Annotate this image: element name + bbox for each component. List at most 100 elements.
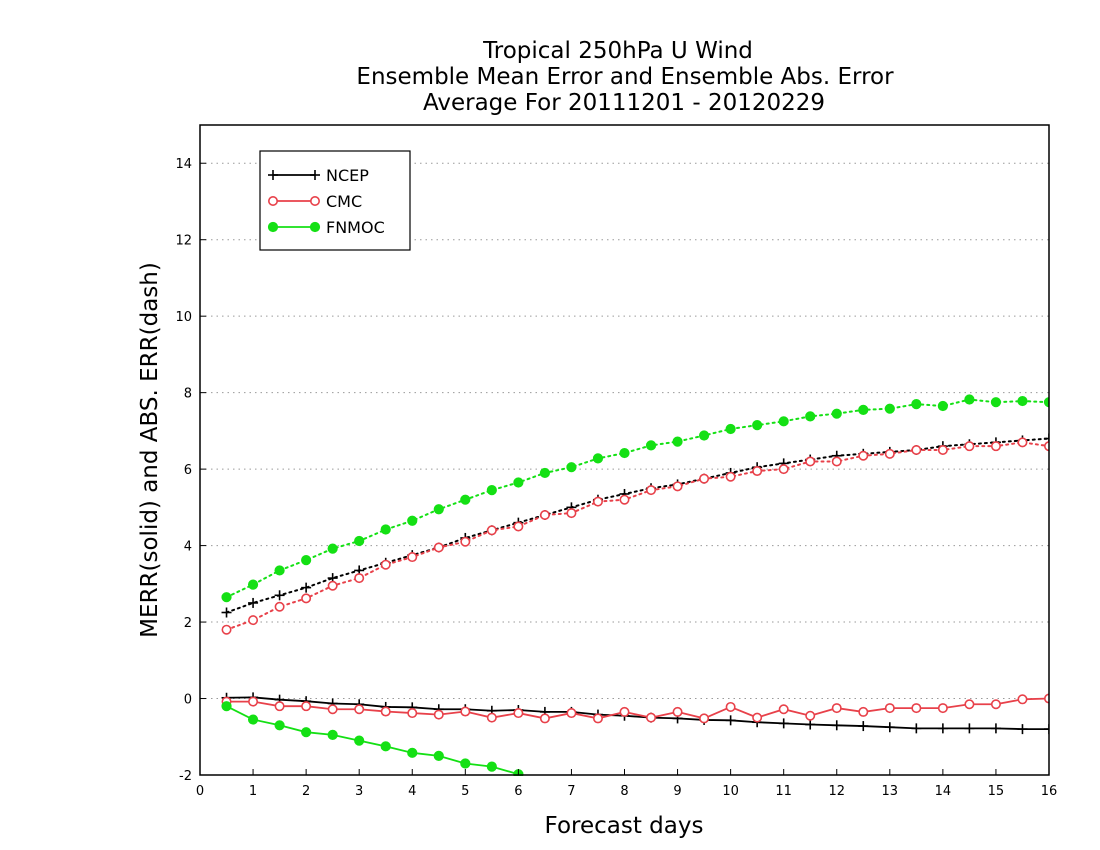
merr-point — [858, 721, 869, 732]
abs-err-point — [539, 467, 551, 479]
x-tick-label: 2 — [302, 784, 310, 799]
legend-marker — [310, 170, 320, 180]
abs-err-point — [619, 494, 630, 505]
abs-err-point — [433, 542, 444, 553]
merr-point — [805, 719, 816, 730]
abs-err-point — [354, 535, 365, 547]
abs-err-point — [778, 464, 789, 475]
abs-err-point — [1017, 437, 1028, 448]
abs-err-point — [486, 485, 497, 496]
chart-title-line-1: Tropical 250hPa U Wind — [482, 38, 753, 64]
abs-err-point — [460, 494, 471, 505]
y-axis-title: MERR(solid) and ABS. ERR(dash) — [137, 262, 163, 638]
abs-err-point — [327, 543, 338, 554]
legend-marker — [268, 170, 278, 180]
series-layer — [221, 394, 1049, 776]
merr-point — [805, 710, 816, 721]
merr-line-cmc — [226, 697, 1049, 720]
y-axis: -2 0 2 4 6 8 10 12 14 — [175, 157, 206, 784]
merr-point — [964, 699, 975, 710]
abs-err-point — [805, 411, 816, 422]
abs-err-point — [274, 565, 285, 576]
abs-err-point — [433, 504, 444, 515]
abs-err-point — [407, 552, 418, 563]
legend-entry-cmc: CMC — [267, 192, 362, 211]
merr-point — [301, 701, 312, 712]
abs-err-point — [911, 444, 922, 455]
series-ncep — [221, 433, 1049, 735]
abs-err-point — [274, 590, 285, 601]
abs-err-point — [380, 524, 391, 535]
abs-err-point — [566, 508, 577, 519]
merr-point — [380, 741, 391, 752]
abs-err-point — [221, 592, 232, 603]
legend-marker — [267, 221, 279, 233]
merr-point — [990, 723, 1001, 734]
abs-err-point — [725, 471, 736, 482]
abs-err-line-ncep — [225, 437, 1049, 614]
merr-point — [327, 729, 338, 740]
merr-point — [460, 706, 471, 717]
merr-point — [486, 712, 497, 723]
chart-title-line-2: Ensemble Mean Error and Ensemble Abs. Er… — [356, 64, 894, 90]
x-tick-label: 1 — [249, 784, 257, 799]
y-tick-label: 14 — [175, 157, 192, 172]
merr-point — [778, 704, 789, 715]
merr-point — [274, 720, 285, 731]
merr-point — [566, 708, 577, 719]
x-axis-title: Forecast days — [545, 813, 704, 839]
merr-point — [858, 706, 869, 717]
merr-line-fnmoc — [226, 705, 519, 776]
abs-err-point — [566, 462, 577, 473]
abs-err-point — [964, 441, 975, 452]
x-axis: 0 1 2 3 4 5 6 7 8 9 10 11 12 13 14 15 16 — [196, 769, 1057, 799]
merr-point — [433, 709, 444, 720]
merr-point — [778, 718, 789, 729]
abs-err-point — [858, 404, 869, 415]
merr-point — [1044, 693, 1049, 704]
abs-err-point — [248, 597, 259, 608]
x-tick-label: 8 — [620, 784, 628, 799]
abs-err-point — [672, 436, 683, 447]
abs-err-point — [831, 456, 842, 467]
merr-point — [380, 706, 391, 717]
abs-err-point — [221, 624, 232, 635]
merr-point — [247, 714, 259, 725]
merr-point — [1017, 694, 1028, 705]
x-tick-label: 13 — [882, 784, 899, 799]
x-tick-label: 12 — [828, 784, 845, 799]
x-tick-label: 11 — [775, 784, 792, 799]
legend-marker — [309, 221, 321, 233]
abs-err-point — [964, 394, 975, 405]
merr-point — [407, 747, 418, 758]
abs-err-point — [831, 408, 842, 419]
legend-marker — [309, 196, 320, 207]
merr-point — [725, 701, 736, 712]
abs-err-point — [407, 515, 418, 526]
merr-point — [884, 722, 895, 733]
merr-line-ncep — [226, 696, 1049, 731]
x-tick-label: 6 — [514, 784, 522, 799]
y-tick-label: 10 — [175, 310, 192, 325]
abs-err-line-fnmoc — [225, 398, 1049, 599]
merr-point — [274, 701, 285, 712]
y-tick-label: 2 — [184, 616, 192, 631]
abs-err-line-cmc — [225, 441, 1049, 631]
merr-point — [990, 699, 1001, 710]
y-tick-label: 0 — [184, 693, 192, 708]
merr-point — [354, 704, 365, 715]
abs-err-point — [619, 447, 630, 459]
y-tick-label: 4 — [184, 540, 192, 555]
abs-err-point — [274, 601, 285, 612]
abs-err-point — [460, 536, 471, 547]
merr-point — [937, 703, 948, 714]
merr-point — [592, 713, 603, 724]
merr-point — [407, 708, 418, 719]
abs-err-point — [858, 450, 869, 461]
x-tick-label: 7 — [567, 784, 575, 799]
abs-err-point — [1044, 441, 1049, 452]
merr-point — [433, 750, 444, 761]
y-tick-label: 6 — [184, 463, 192, 478]
abs-err-point — [990, 397, 1002, 408]
